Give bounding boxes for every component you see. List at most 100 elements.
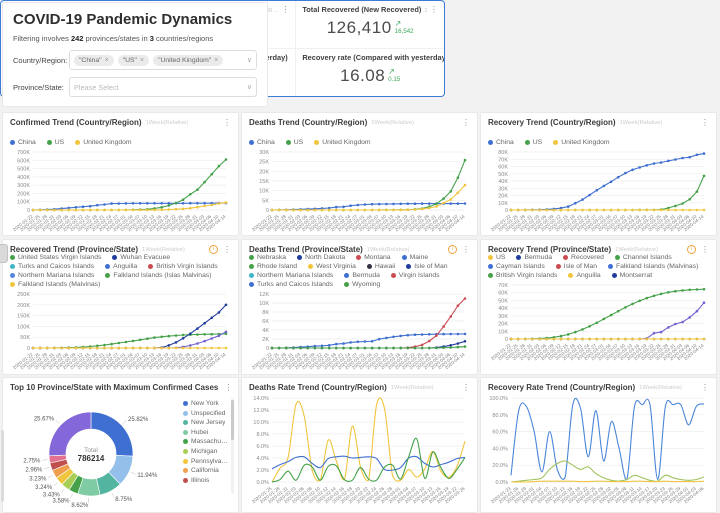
deaths-rate-trend-card: Deaths Rate Trend (Country/Region) 1Week(… <box>241 377 478 513</box>
legend-item[interactable]: Bermuda <box>516 254 552 261</box>
remove-tag-icon[interactable]: × <box>214 56 219 64</box>
legend-item[interactable]: British Virgin Islands <box>148 263 218 270</box>
legend-item[interactable]: British Virgin Islands <box>488 272 557 279</box>
legend-item[interactable]: Pennsylvania <box>183 458 235 465</box>
chart-period: 1Week(Relative) <box>142 246 185 253</box>
more-menu-icon[interactable]: ⋮ <box>462 245 470 254</box>
legend-item[interactable]: Anguilla <box>568 272 601 279</box>
legend-item[interactable]: Recovered <box>563 254 604 261</box>
province-select[interactable]: Please Select ∨ <box>69 77 257 97</box>
legend-item[interactable]: Illinois <box>183 477 235 484</box>
kpi-delta: ↗ 0.15 <box>388 67 400 83</box>
legend-item[interactable]: United States Virgin Islands <box>10 254 101 261</box>
legend-item[interactable]: Maine <box>401 254 428 261</box>
legend-item[interactable]: California <box>183 467 235 474</box>
svg-text:150K: 150K <box>17 314 30 320</box>
legend-item[interactable]: US <box>524 139 542 146</box>
svg-text:8.0%: 8.0% <box>256 432 269 438</box>
legend-item[interactable]: China <box>10 139 36 146</box>
remove-tag-icon[interactable]: × <box>104 56 109 64</box>
legend-item[interactable]: Anguilla <box>105 263 137 270</box>
country-tag-us[interactable]: "US" × <box>117 54 150 66</box>
legend-item[interactable]: Falkland Islands (Islas Malvinas) <box>105 272 212 279</box>
svg-text:3.43%: 3.43% <box>43 492 61 498</box>
page-scrollbar[interactable] <box>1 430 4 502</box>
chevron-down-icon[interactable]: ∨ <box>246 57 252 64</box>
legend-item[interactable]: Montana <box>356 254 391 261</box>
more-menu-icon[interactable]: ⋮ <box>223 118 231 127</box>
more-menu-icon[interactable]: ⋮ <box>701 245 709 254</box>
legend-item[interactable]: Turks and Caicos Islands <box>249 281 333 288</box>
legend-item[interactable]: Channel Islands <box>614 254 672 261</box>
legend-item[interactable]: Northern Mariana Islands <box>249 272 333 279</box>
recovery-trend-country-chart: 80K70K60K50K40K30K20K10K02020-01-222020-… <box>490 150 706 232</box>
legend-item[interactable]: New Jersey <box>183 419 235 426</box>
chart-title: Deaths Rate Trend (Country/Region) <box>249 383 387 392</box>
country-tag-label: "US" <box>122 56 137 64</box>
legend-item[interactable]: West Virginia <box>308 263 356 270</box>
svg-text:40.0%: 40.0% <box>492 446 508 452</box>
info-icon[interactable]: i <box>448 245 457 254</box>
legend-item[interactable]: Falkland Islands (Malvinas) <box>10 281 100 288</box>
kpi-title: Recovery rate (Compared with yesterday) <box>302 52 444 62</box>
svg-text:200K: 200K <box>17 191 30 197</box>
svg-text:8.62%: 8.62% <box>71 503 89 509</box>
legend-item[interactable]: Unspecified <box>183 410 235 417</box>
more-menu-icon[interactable]: ⋮ <box>462 383 470 392</box>
country-tag-uk[interactable]: "United Kingdom" × <box>153 54 224 66</box>
page-title: COVID-19 Pandemic Dynamics <box>13 11 233 28</box>
legend-item[interactable]: Nebraska <box>249 254 286 261</box>
legend-scrollbar[interactable] <box>231 398 234 494</box>
legend-item[interactable]: China <box>249 139 275 146</box>
legend-item[interactable]: US <box>46 139 64 146</box>
legend-item[interactable]: US <box>488 254 505 261</box>
legend-item[interactable]: United Kingdom <box>314 139 371 146</box>
info-icon[interactable]: i <box>687 245 696 254</box>
legend-item[interactable]: Hubei <box>183 429 235 436</box>
more-menu-icon[interactable]: ⋮ <box>281 5 290 14</box>
remove-tag-icon[interactable]: × <box>139 56 145 64</box>
legend-item[interactable]: China <box>488 139 514 146</box>
more-menu-icon[interactable]: ⋮ <box>223 245 231 254</box>
more-menu-icon[interactable]: ⋮ <box>701 383 709 392</box>
legend-item[interactable]: Falkland Islands (Malvinas) <box>607 263 698 270</box>
more-menu-icon[interactable]: ⋮ <box>293 53 296 62</box>
legend-item[interactable]: Isle of Man <box>555 263 597 270</box>
country-select[interactable]: "China" × "US" × "United Kingdom" × ∨ <box>69 50 257 70</box>
trend-arrow-icon: ↗ <box>394 19 402 29</box>
chart-legend: China US United Kingdom <box>481 139 716 146</box>
legend-item[interactable]: Northern Mariana Islands <box>10 272 94 279</box>
filter-summary: Filtering involves 242 provinces/states … <box>13 34 257 43</box>
legend-item[interactable]: Virgin Islands <box>390 272 440 279</box>
legend-item[interactable]: United Kingdom <box>75 139 132 146</box>
svg-text:200K: 200K <box>17 303 30 309</box>
legend-item[interactable]: Massachusetts <box>183 438 235 445</box>
legend-item[interactable]: Rhode Island <box>249 263 297 270</box>
more-menu-icon[interactable]: ⋮ <box>701 118 709 127</box>
legend-item[interactable]: New York <box>183 400 235 407</box>
legend-item[interactable]: Hawaii <box>366 263 395 270</box>
info-icon[interactable]: i <box>209 245 218 254</box>
svg-text:30K: 30K <box>498 186 508 192</box>
legend-item[interactable]: Turks and Caicos Islands <box>10 263 94 270</box>
more-menu-icon[interactable]: ⋮ <box>224 383 233 392</box>
more-menu-icon[interactable]: ⋮ <box>462 118 470 127</box>
legend-item[interactable]: Michigan <box>183 448 235 455</box>
legend-item[interactable]: North Dakota <box>297 254 345 261</box>
legend-item[interactable]: Isle of Man <box>406 263 448 270</box>
legend-item[interactable]: Wuhan Evacuee <box>112 254 170 261</box>
more-menu-icon[interactable]: ⋮ <box>430 5 438 14</box>
confirmed-trend-country-chart: 700K600K500K400K300K200K100K02020-01-222… <box>12 150 228 232</box>
legend-item[interactable]: Cayman Islands <box>488 263 545 270</box>
chevron-down-icon[interactable]: ∨ <box>246 84 252 91</box>
legend-item[interactable]: Wyoming <box>344 281 380 288</box>
legend-item[interactable]: US <box>285 139 303 146</box>
svg-text:250K: 250K <box>17 292 30 298</box>
legend-item[interactable]: United Kingdom <box>553 139 610 146</box>
kpi-cell: Total Recovered (New Recovered)1We...⋮ 12… <box>296 1 444 49</box>
legend-item[interactable]: Montserrat <box>611 272 652 279</box>
country-tag-china[interactable]: "China" × <box>74 54 114 66</box>
svg-text:8K: 8K <box>262 310 269 316</box>
page-drawer-handle[interactable] <box>0 244 8 263</box>
legend-item[interactable]: Bermuda <box>344 272 380 279</box>
